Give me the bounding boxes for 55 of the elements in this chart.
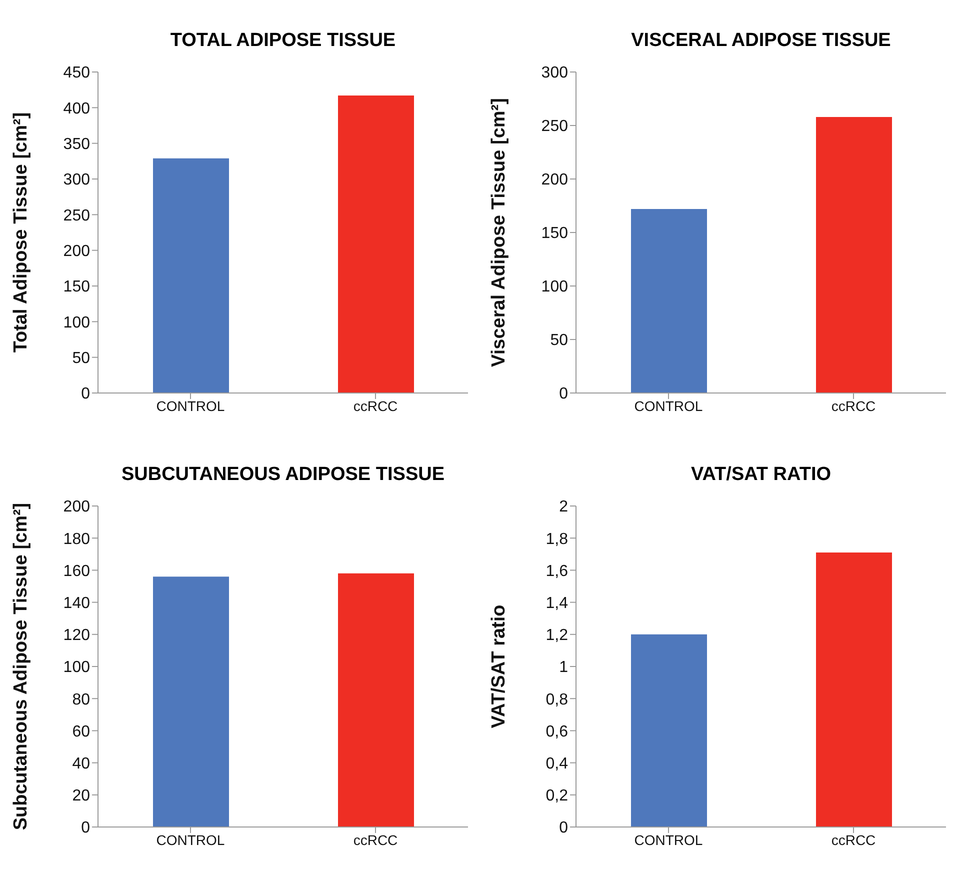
y-tick-label: 150 (541, 225, 568, 242)
y-tick-label: 300 (63, 172, 90, 189)
y-tick-label: 20 (72, 788, 90, 805)
y-tick-label: 350 (63, 136, 90, 154)
y-tick-label: 140 (63, 594, 90, 612)
y-tick-label: 0 (81, 386, 90, 403)
y-tick-label: 0 (559, 386, 568, 403)
y-tick-label: 1,4 (546, 594, 568, 612)
x-tick-label: ccRCC (353, 398, 398, 414)
x-tick-label: CONTROL (156, 398, 225, 414)
x-tick-label: ccRCC (831, 398, 876, 414)
y-tick-label: 1 (559, 659, 568, 676)
y-tick-label: 1,6 (546, 562, 568, 580)
y-axis-title: Visceral Adipose Tissue [cm²] (488, 98, 510, 367)
y-tick-label: 0,6 (546, 723, 568, 740)
y-tick-label: 1,2 (546, 627, 568, 644)
y-tick-label: 200 (63, 243, 90, 260)
y-tick-label: 300 (541, 64, 568, 82)
chart-title: SUBCUTANEOUS ADIPOSE TISSUE (120, 463, 446, 487)
y-axis-title: Total Adipose Tissue [cm²] (10, 112, 32, 353)
y-tick-label: 0 (559, 820, 568, 837)
y-tick-label: 80 (72, 691, 90, 708)
y-tick-label: 180 (63, 530, 90, 548)
y-tick-label: 250 (63, 207, 90, 224)
x-tick-label: CONTROL (634, 398, 703, 414)
x-tick-label: CONTROL (634, 832, 703, 848)
y-tick-label: 150 (63, 278, 90, 296)
y-tick-label: 200 (63, 498, 90, 516)
x-tick-label: ccRCC (353, 832, 398, 848)
y-axis-title: VAT/SAT ratio (488, 604, 510, 728)
chart-title: VAT/SAT RATIO (690, 463, 832, 487)
y-tick-label: 50 (550, 332, 568, 350)
y-tick-label: 0 (81, 820, 90, 837)
y-tick-label: 100 (541, 278, 568, 296)
x-tick-label: CONTROL (156, 832, 225, 848)
chart-title: TOTAL ADIPOSE TISSUE (169, 29, 397, 53)
y-tick-label: 450 (63, 64, 90, 82)
y-tick-label: 0,8 (546, 691, 568, 708)
y-tick-label: 2 (559, 498, 568, 516)
y-axis-title: Subcutaneous Adipose Tissue [cm²] (10, 502, 32, 830)
y-tick-label: 60 (72, 723, 90, 740)
y-tick-label: 100 (63, 314, 90, 332)
x-tick-label: ccRCC (831, 832, 876, 848)
y-tick-label: 40 (72, 755, 90, 772)
y-tick-label: 1,8 (546, 530, 568, 548)
y-tick-label: 100 (63, 659, 90, 676)
y-tick-label: 0,4 (546, 755, 568, 772)
chart-title: VISCERAL ADIPOSE TISSUE (630, 29, 892, 53)
y-tick-label: 400 (63, 100, 90, 118)
y-tick-label: 200 (541, 172, 568, 189)
y-tick-label: 0,2 (546, 788, 568, 805)
y-tick-label: 120 (63, 627, 90, 644)
y-tick-label: 50 (72, 350, 90, 368)
y-tick-label: 160 (63, 562, 90, 580)
y-tick-label: 250 (541, 118, 568, 136)
